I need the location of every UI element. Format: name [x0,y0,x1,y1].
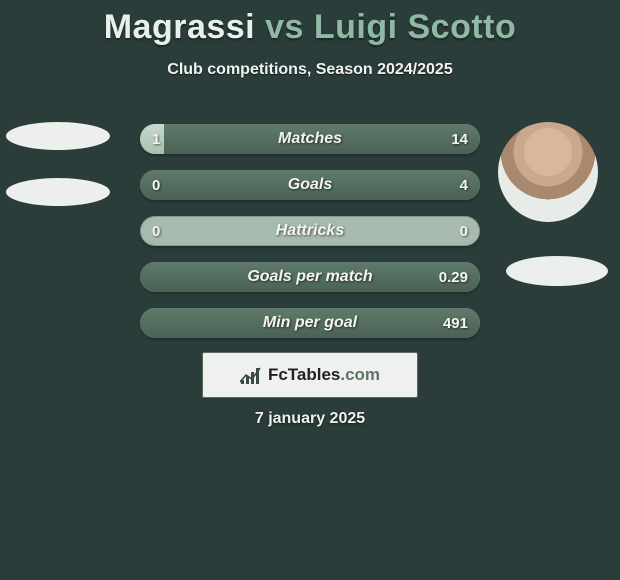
stat-value-right: 14 [451,124,468,154]
fctables-logo: FcTables.com [202,352,418,398]
stat-bar: 0Hattricks0 [140,216,480,246]
stat-bar: Min per goal491 [140,308,480,338]
stat-value-right: 491 [443,308,468,338]
logo-main: FcTables [268,365,340,384]
player-a-name: Magrassi [104,8,255,46]
stat-label: Matches [140,124,480,154]
page-title: Magrassi vs Luigi Scotto [0,0,620,47]
placeholder-oval [506,256,608,286]
left-avatar-placeholder [6,122,116,234]
date-label: 7 january 2025 [0,410,620,428]
subtitle: Club competitions, Season 2024/2025 [0,61,620,79]
comparison-card: Magrassi vs Luigi Scotto Club competitio… [0,0,620,580]
placeholder-oval [6,122,110,150]
stat-value-right: 0 [460,216,468,246]
placeholder-oval [6,178,110,206]
stat-bar: 0Goals4 [140,170,480,200]
chart-icon [240,366,262,384]
stat-label: Goals [140,170,480,200]
player-b-avatar [498,122,598,222]
stat-label: Min per goal [140,308,480,338]
stat-value-right: 0.29 [439,262,468,292]
logo-text: FcTables.com [268,365,380,385]
stat-bar: 1Matches14 [140,124,480,154]
stat-label: Hattricks [140,216,480,246]
comparison-bars: 1Matches140Goals40Hattricks0Goals per ma… [140,124,480,354]
logo-suffix: .com [340,365,380,384]
stat-label: Goals per match [140,262,480,292]
stat-value-right: 4 [460,170,468,200]
player-b-name: Luigi Scotto [314,8,516,46]
vs-label: vs [265,8,304,46]
stat-bar: Goals per match0.29 [140,262,480,292]
